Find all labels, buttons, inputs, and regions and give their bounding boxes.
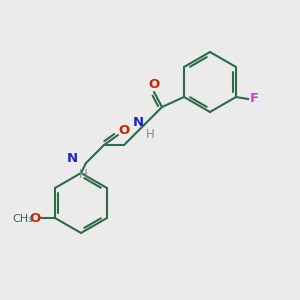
Text: CH₃: CH₃ xyxy=(13,214,33,224)
Text: O: O xyxy=(118,124,130,137)
Text: O: O xyxy=(148,79,160,92)
Text: H: H xyxy=(79,169,87,182)
Text: H: H xyxy=(146,128,154,140)
Text: N: N xyxy=(133,116,144,128)
Text: N: N xyxy=(67,152,78,164)
Text: F: F xyxy=(249,92,259,106)
Text: O: O xyxy=(29,212,41,224)
